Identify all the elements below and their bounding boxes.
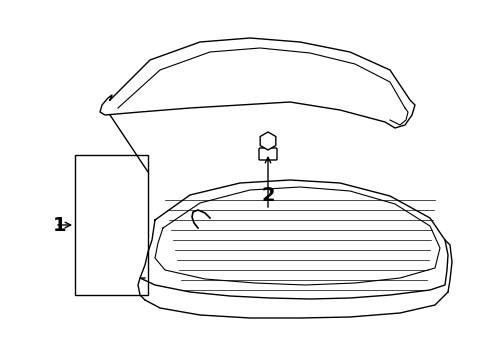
Text: 2: 2	[261, 185, 275, 204]
Text: 1: 1	[53, 216, 67, 234]
FancyBboxPatch shape	[259, 148, 277, 160]
Bar	[75, 155, 148, 295]
